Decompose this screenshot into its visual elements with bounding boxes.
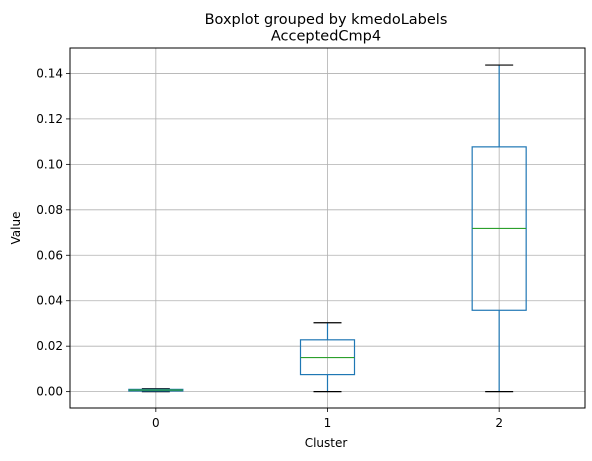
y-tick-label: 0.08	[36, 203, 63, 217]
y-tick-label: 0.06	[36, 248, 63, 262]
box-cluster-1	[299, 322, 356, 393]
box-cluster-0	[128, 388, 184, 393]
box-series	[128, 64, 527, 393]
y-tick-label: 0.02	[36, 339, 63, 353]
x-tick-label: 1	[324, 416, 332, 430]
chart-title: AcceptedCmp4	[271, 29, 381, 45]
x-axis-label: Cluster	[305, 436, 348, 450]
x-tick-label: 2	[495, 416, 503, 430]
box-cluster-2	[471, 64, 527, 393]
y-tick-label: 0.12	[36, 112, 63, 126]
y-tick-label: 0.00	[36, 385, 63, 399]
y-axis: 0.00 0.02 0.04 0.06 0.08 0.10 0.12 0.14	[36, 66, 70, 399]
y-tick-label: 0.10	[36, 157, 63, 171]
x-tick-label: 0	[152, 416, 160, 430]
y-tick-label: 0.04	[36, 294, 63, 308]
x-axis: 0 1 2	[152, 408, 503, 430]
chart-suptitle: Boxplot grouped by kmedoLabels	[205, 12, 448, 28]
y-axis-label: Value	[9, 212, 23, 245]
y-tick-label: 0.14	[36, 66, 63, 80]
